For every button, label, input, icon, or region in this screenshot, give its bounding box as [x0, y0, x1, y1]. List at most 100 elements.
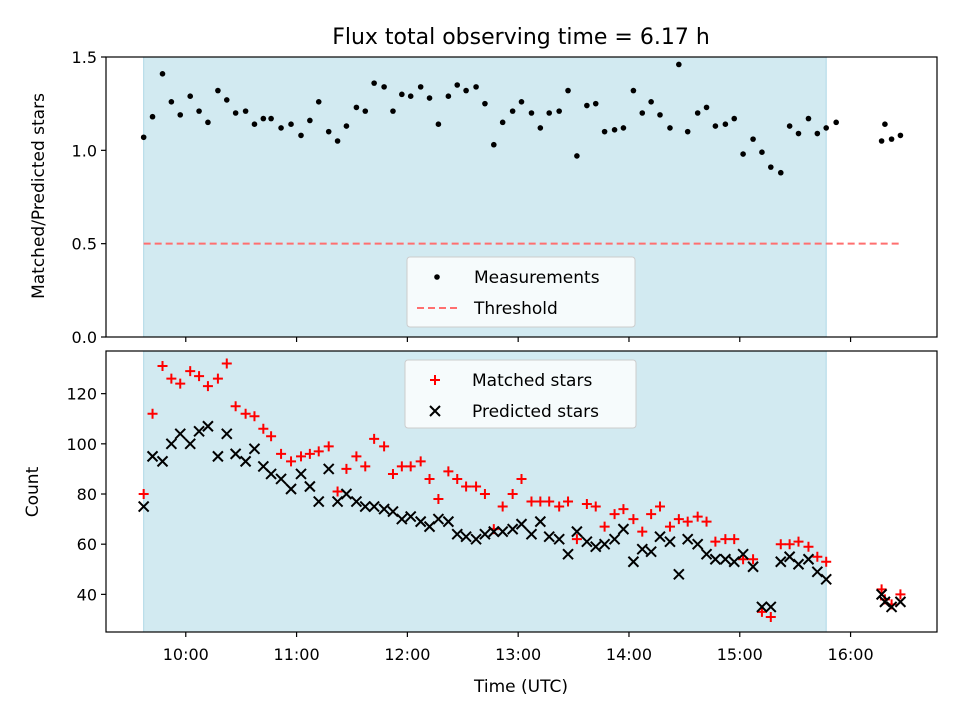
measurement-point	[823, 125, 829, 131]
legend-box	[406, 256, 636, 328]
measurement-point	[546, 110, 552, 116]
predicted-star-point	[323, 463, 335, 475]
chart-title: Flux total observing time = 6.17 h	[332, 25, 710, 50]
predicted-star-point	[470, 533, 482, 545]
matched-star-point	[628, 514, 639, 525]
y-tick-label: 0.0	[72, 328, 97, 347]
predicted-star-point	[590, 540, 602, 553]
measurement-point	[187, 93, 194, 99]
measurement-point	[242, 108, 249, 114]
measurement-point	[786, 123, 793, 129]
measurement-point	[334, 138, 341, 144]
predicted-star-point	[562, 548, 574, 560]
bottom-y-axis-label: Count	[23, 466, 43, 517]
matched-star-point	[313, 446, 324, 457]
predicted-star-point	[775, 556, 787, 568]
predicted-star-point	[396, 513, 408, 525]
measurement-point	[268, 115, 274, 122]
predicted-star-point	[756, 601, 768, 613]
measurement-point	[722, 121, 729, 127]
matched-star-point	[803, 541, 814, 552]
measurement-point	[315, 99, 322, 105]
measurement-point	[639, 110, 646, 116]
predicted-star-point	[506, 523, 519, 535]
matched-star-point	[692, 511, 703, 522]
predicted-star-point	[691, 538, 704, 550]
legend-box	[404, 359, 637, 429]
predicted-star-point	[359, 500, 371, 513]
predicted-star-point	[184, 438, 196, 450]
measurement-point	[509, 108, 516, 114]
matched-star-point	[497, 501, 508, 512]
measurement-point	[499, 119, 506, 126]
matched-star-point	[655, 501, 665, 512]
measurement-point	[518, 99, 525, 105]
predicted-star-point	[581, 535, 593, 548]
matched-star-point	[175, 378, 186, 389]
measurement-point	[223, 97, 230, 103]
measurement-point	[740, 151, 746, 157]
measurement-point	[676, 61, 682, 68]
measurement-point	[435, 121, 442, 127]
measurement-point	[814, 130, 821, 137]
matched-star-point	[876, 584, 887, 595]
measurement-point	[215, 87, 221, 94]
measurement-point	[897, 132, 904, 139]
measurement-point	[648, 99, 654, 105]
predicted-star-point	[645, 546, 657, 558]
x-tick-label: 10:00	[163, 645, 209, 664]
measurement-point	[353, 104, 360, 111]
matched-star-point	[710, 536, 721, 547]
matched-star-point	[286, 456, 297, 467]
ratio-panel: 0.0 0.5 1.0 1.5 Measurements Threshold	[72, 48, 938, 347]
measurement-point	[731, 115, 738, 122]
predicted-star-point	[414, 515, 427, 528]
predicted-star-point	[404, 510, 417, 523]
measurement-point	[667, 125, 673, 131]
matched-star-point	[258, 423, 269, 434]
matched-star-point	[323, 441, 334, 452]
matched-star-point	[765, 611, 776, 622]
measurement-point	[325, 128, 332, 135]
matched-star-point	[664, 521, 675, 532]
measurement-point	[878, 138, 885, 144]
predicted-star-point	[285, 483, 297, 495]
measurement-point	[159, 71, 166, 77]
x-tick-label: 11:00	[274, 645, 320, 664]
measurement-point	[371, 80, 377, 86]
predicted-star-point	[304, 480, 316, 493]
measurement-point	[232, 110, 239, 116]
matched-star-point	[221, 358, 232, 369]
y-tick-label: 0.5	[72, 235, 97, 254]
measurement-point	[196, 108, 202, 114]
matched-star-point	[202, 381, 213, 392]
matched-star-point	[396, 461, 407, 472]
plot-frame	[105, 56, 938, 338]
predicted-star-point	[737, 548, 749, 560]
legend-entry-label: Predicted stars	[472, 402, 599, 422]
predicted-star-point	[451, 528, 463, 540]
predicted-star-point	[165, 438, 178, 450]
y-tick-label: 1.0	[72, 141, 97, 160]
matched-star-point	[185, 366, 196, 377]
matched-star-point	[720, 534, 731, 545]
measurement-point	[601, 128, 608, 135]
measurement-point	[833, 119, 839, 126]
matched-star-point	[609, 509, 620, 520]
measurement-point	[565, 87, 571, 94]
measurement-point	[712, 123, 719, 129]
measurement-point	[177, 112, 184, 118]
predicted-star-point	[673, 568, 685, 581]
measurement-point	[426, 95, 433, 101]
x-tick-label: 12:00	[384, 645, 430, 664]
predicted-star-point	[525, 528, 538, 540]
matched-star-point	[599, 521, 610, 532]
matched-star-point	[424, 473, 435, 484]
measurement-point	[556, 108, 562, 114]
top-y-axis-label: Matched/Predicted stars	[29, 93, 49, 299]
matched-star-point	[581, 499, 592, 510]
measurement-point	[288, 121, 294, 127]
matched-star-point	[296, 451, 307, 462]
x-tick-label: 13:00	[495, 645, 541, 664]
predicted-star-point	[617, 523, 630, 535]
